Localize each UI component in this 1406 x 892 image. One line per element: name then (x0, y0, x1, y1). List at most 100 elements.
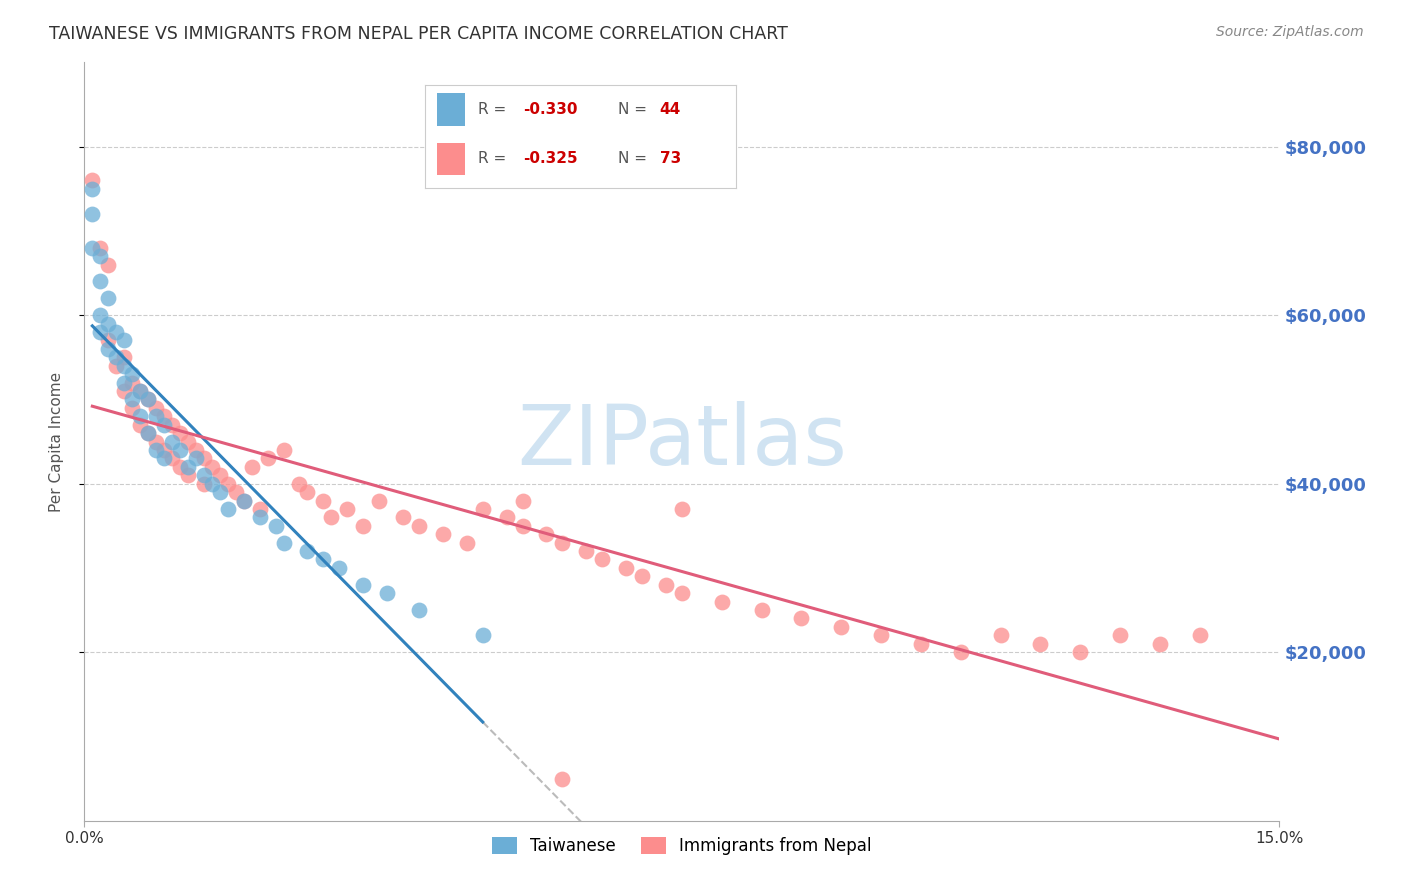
Point (240, 459, 263, 474)
Point (145, 401, 167, 415)
Point (105, 351, 128, 365)
Point (121, 376, 143, 390)
Y-axis label: Per Capita Income: Per Capita Income (49, 371, 63, 512)
Point (184, 442, 207, 457)
Point (82, 173, 104, 187)
Point (160, 451, 183, 466)
Point (225, 485, 247, 500)
Point (89, 325, 111, 339)
Point (145, 409, 167, 424)
Point (193, 468, 215, 483)
Point (97, 342, 120, 356)
Point (97, 291, 120, 305)
Point (1188, 628, 1211, 642)
Point (169, 442, 191, 457)
Point (232, 493, 254, 508)
Point (153, 451, 176, 466)
Point (169, 459, 191, 474)
Point (177, 459, 200, 474)
Point (408, 603, 430, 617)
Point (105, 359, 128, 373)
Point (321, 510, 343, 524)
Point (201, 459, 224, 474)
Point (97, 317, 120, 331)
Point (136, 426, 159, 441)
Point (201, 476, 224, 491)
Text: Source: ZipAtlas.com: Source: ZipAtlas.com (1216, 25, 1364, 39)
Point (551, 772, 574, 786)
Point (312, 552, 335, 566)
Point (169, 426, 191, 441)
Point (790, 611, 813, 625)
Point (631, 569, 654, 583)
Point (551, 535, 574, 549)
Point (710, 594, 733, 608)
Point (112, 384, 135, 398)
Point (456, 535, 478, 549)
Point (153, 409, 176, 424)
Point (217, 476, 239, 491)
Point (870, 628, 893, 642)
Point (512, 493, 534, 508)
Point (671, 586, 693, 600)
Point (208, 485, 231, 500)
Point (97, 334, 120, 348)
Point (830, 620, 852, 634)
Point (1029, 637, 1052, 651)
Point (432, 527, 454, 541)
Point (352, 518, 374, 533)
Point (153, 442, 176, 457)
Point (336, 502, 359, 516)
Point (177, 434, 200, 449)
Point (288, 476, 311, 491)
Point (153, 417, 176, 432)
Point (97, 258, 120, 272)
Point (256, 451, 278, 466)
Point (160, 417, 183, 432)
Point (328, 561, 350, 575)
Point (1149, 637, 1171, 651)
Point (751, 603, 773, 617)
Point (160, 434, 183, 449)
Point (910, 637, 932, 651)
Point (89, 308, 111, 322)
Text: ZIPatlas: ZIPatlas (517, 401, 846, 482)
Point (575, 544, 598, 558)
Point (89, 249, 111, 263)
Point (312, 493, 335, 508)
Point (591, 552, 613, 566)
Point (129, 384, 152, 398)
Point (512, 518, 534, 533)
Point (273, 442, 295, 457)
Point (121, 392, 143, 407)
Point (129, 417, 152, 432)
Point (352, 578, 374, 592)
Point (177, 468, 200, 483)
Point (297, 485, 319, 500)
Point (471, 628, 494, 642)
Point (129, 409, 152, 424)
Point (671, 502, 693, 516)
Point (264, 518, 287, 533)
Point (614, 561, 637, 575)
Point (1109, 628, 1132, 642)
Point (249, 510, 271, 524)
Point (145, 442, 167, 457)
Point (990, 628, 1012, 642)
Point (392, 510, 415, 524)
Point (112, 334, 135, 348)
Point (655, 578, 678, 592)
Point (249, 502, 271, 516)
Point (368, 493, 391, 508)
Point (217, 502, 239, 516)
Point (82, 182, 104, 196)
Point (89, 275, 111, 289)
Point (121, 401, 143, 415)
Point (1069, 645, 1091, 659)
Point (536, 527, 558, 541)
Point (129, 384, 152, 398)
Point (471, 502, 494, 516)
Point (105, 325, 128, 339)
Point (297, 544, 319, 558)
Point (82, 241, 104, 255)
